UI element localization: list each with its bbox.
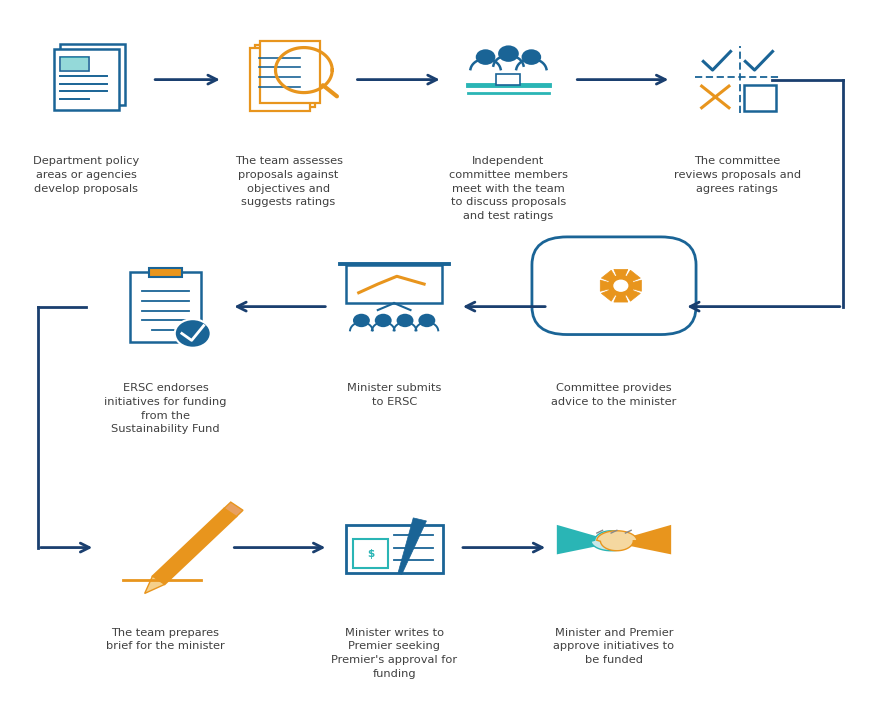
Text: The team prepares
brief for the minister: The team prepares brief for the minister <box>106 628 225 651</box>
FancyBboxPatch shape <box>345 525 442 572</box>
Text: ERSC endorses
initiatives for funding
from the
Sustainability Fund: ERSC endorses initiatives for funding fr… <box>104 384 227 434</box>
Text: Independent
committee members
meet with the team
to discuss proposals
and test r: Independent committee members meet with … <box>449 156 568 221</box>
Circle shape <box>419 314 435 327</box>
Polygon shape <box>633 280 642 291</box>
Polygon shape <box>614 295 627 302</box>
Polygon shape <box>557 525 617 554</box>
Polygon shape <box>591 531 631 551</box>
Polygon shape <box>398 518 427 574</box>
Polygon shape <box>152 508 236 584</box>
Circle shape <box>353 314 370 327</box>
FancyBboxPatch shape <box>130 272 201 342</box>
Polygon shape <box>224 502 243 517</box>
Circle shape <box>476 49 496 65</box>
Circle shape <box>498 45 519 62</box>
FancyBboxPatch shape <box>54 49 119 110</box>
Text: $: $ <box>367 549 374 559</box>
Text: The committee
reviews proposals and
agrees ratings: The committee reviews proposals and agre… <box>673 156 801 194</box>
Polygon shape <box>627 270 641 282</box>
FancyBboxPatch shape <box>532 237 696 334</box>
Text: Department policy
areas or agencies
develop proposals: Department policy areas or agencies deve… <box>34 156 140 194</box>
Circle shape <box>374 314 392 327</box>
FancyBboxPatch shape <box>250 49 311 111</box>
FancyBboxPatch shape <box>260 41 320 103</box>
Circle shape <box>174 319 211 348</box>
FancyBboxPatch shape <box>743 84 776 111</box>
Circle shape <box>614 280 627 291</box>
Circle shape <box>521 49 541 65</box>
Text: Minister writes to
Premier seeking
Premier's approval for
funding: Minister writes to Premier seeking Premi… <box>331 628 458 679</box>
Polygon shape <box>596 531 637 551</box>
Polygon shape <box>589 307 626 326</box>
Polygon shape <box>602 290 615 301</box>
FancyBboxPatch shape <box>353 539 389 567</box>
FancyBboxPatch shape <box>496 75 520 84</box>
Text: Committee provides
advice to the minister: Committee provides advice to the ministe… <box>551 384 677 407</box>
Polygon shape <box>144 576 165 593</box>
Polygon shape <box>614 270 627 276</box>
FancyBboxPatch shape <box>60 44 126 105</box>
FancyBboxPatch shape <box>60 56 89 71</box>
Circle shape <box>396 314 413 327</box>
Polygon shape <box>612 525 671 554</box>
Polygon shape <box>608 276 634 296</box>
FancyBboxPatch shape <box>61 58 88 70</box>
Text: Minister and Premier
approve initiatives to
be funded: Minister and Premier approve initiatives… <box>553 628 674 665</box>
Polygon shape <box>600 280 609 291</box>
FancyBboxPatch shape <box>346 265 442 303</box>
Polygon shape <box>627 290 641 301</box>
FancyBboxPatch shape <box>256 44 315 107</box>
FancyBboxPatch shape <box>149 268 181 277</box>
Text: The team assesses
proposals against
objectives and
suggests ratings: The team assesses proposals against obje… <box>235 156 342 207</box>
Polygon shape <box>602 270 615 282</box>
Text: Minister submits
to ERSC: Minister submits to ERSC <box>347 384 442 407</box>
